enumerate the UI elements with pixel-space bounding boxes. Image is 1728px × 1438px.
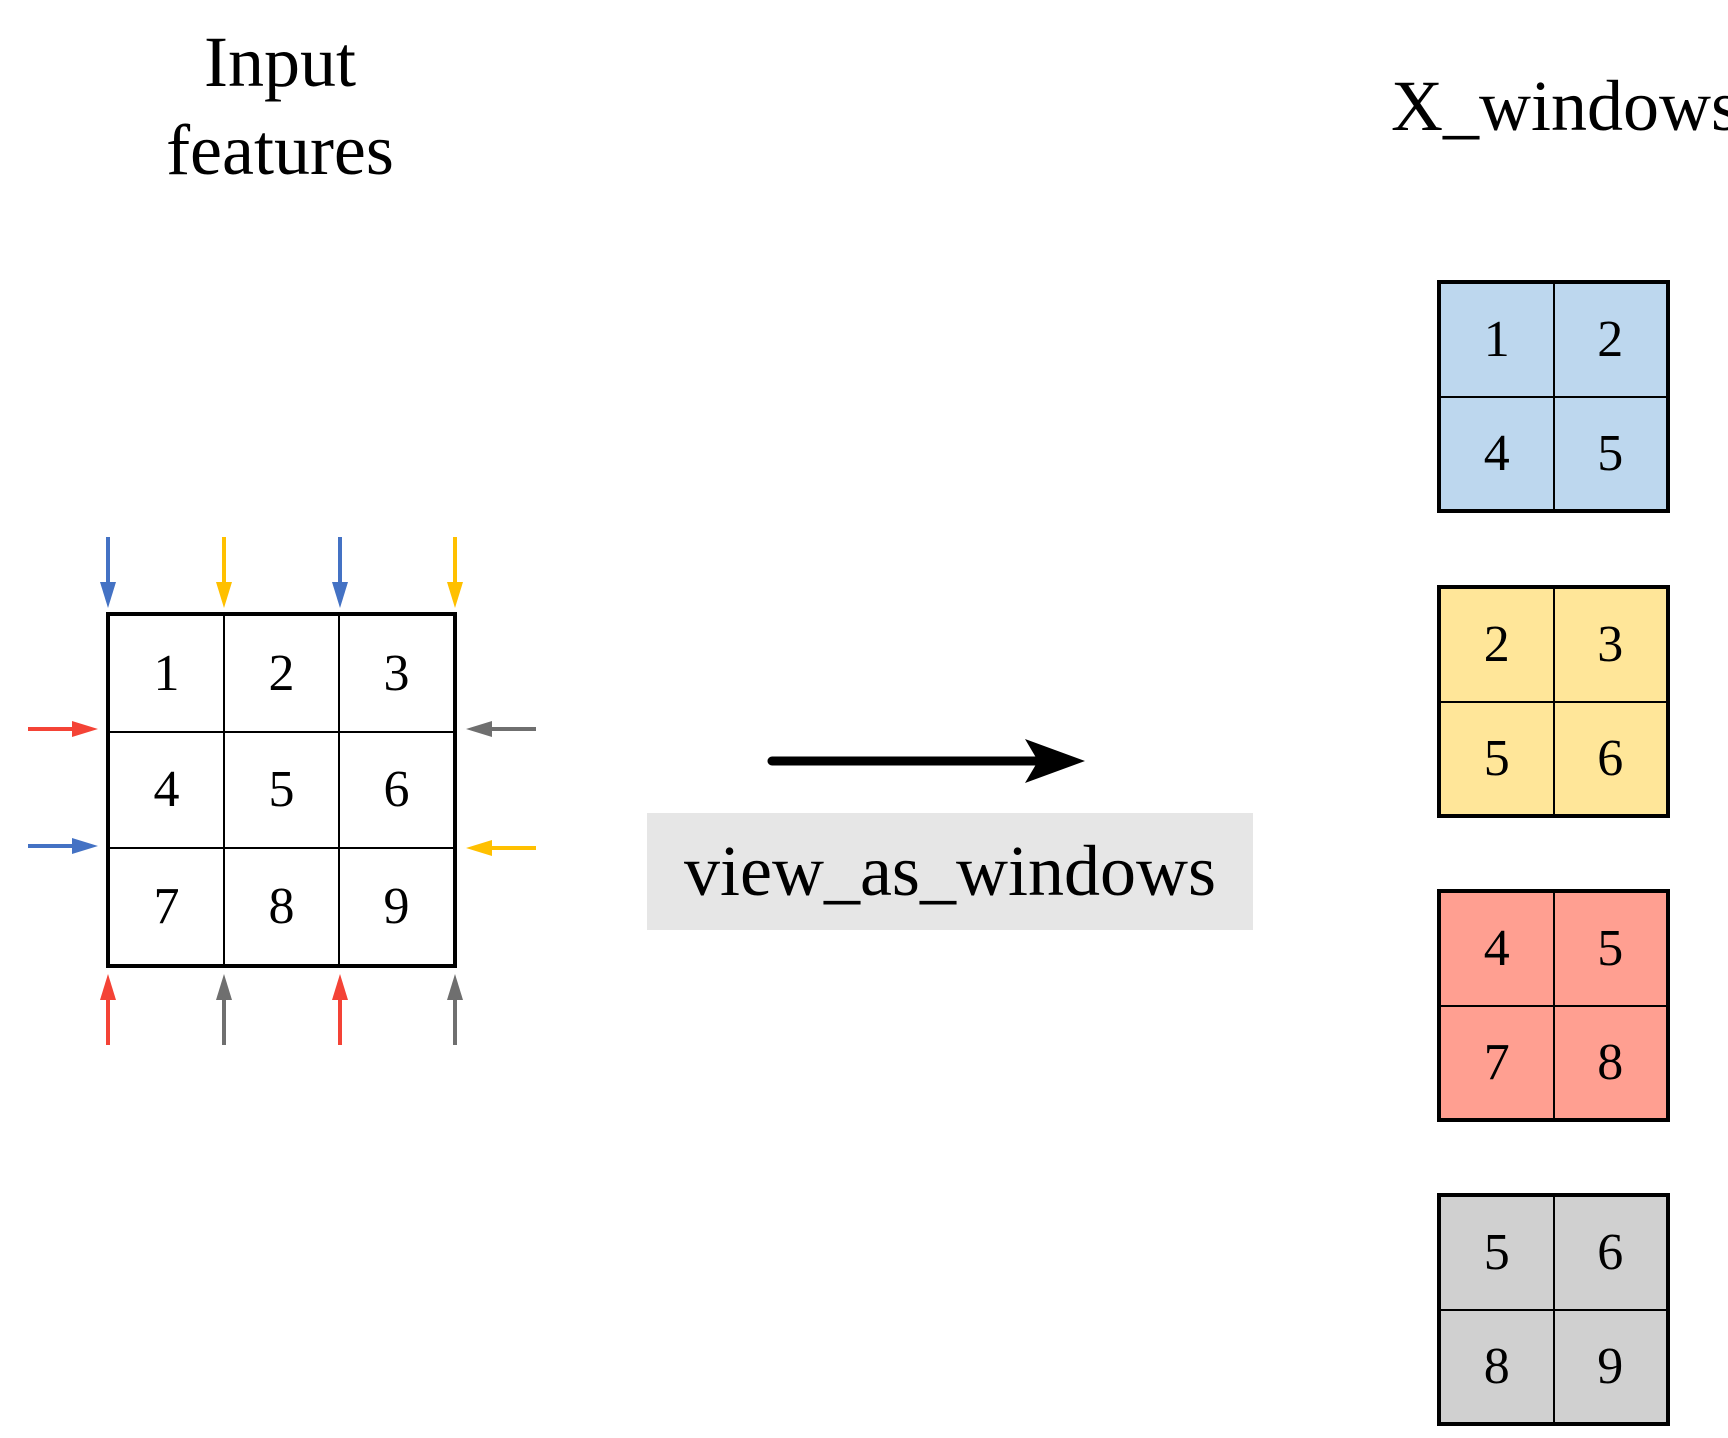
input-cell: 3 — [339, 615, 454, 732]
window-cell: 8 — [1553, 1005, 1667, 1119]
input-title-line2: features — [166, 110, 394, 190]
input-cell: 4 — [109, 731, 224, 849]
input-cell: 2 — [224, 615, 339, 732]
window-cell: 4 — [1440, 892, 1554, 1006]
input-features-title: Input features — [130, 18, 430, 194]
input-cell: 6 — [339, 731, 454, 849]
window-cell: 6 — [1553, 701, 1667, 815]
input-cell: 8 — [224, 848, 339, 965]
window-cell: 9 — [1553, 1309, 1667, 1423]
window-cell: 3 — [1553, 588, 1667, 702]
window-cell: 6 — [1553, 1196, 1667, 1310]
input-cell: 1 — [109, 615, 224, 732]
stride-arrow-bottom-1 — [100, 974, 116, 1045]
window-cell: 5 — [1440, 1196, 1554, 1310]
window-red: 4 5 7 8 — [1437, 889, 1670, 1122]
window-cell: 4 — [1440, 396, 1554, 510]
window-cell: 2 — [1553, 283, 1667, 397]
stride-arrow-left-1 — [28, 721, 98, 737]
stride-arrow-right-1 — [466, 721, 536, 737]
transform-arrow — [767, 739, 1085, 783]
input-cell: 7 — [109, 848, 224, 965]
window-cell: 1 — [1440, 283, 1554, 397]
window-yellow: 2 3 5 6 — [1437, 585, 1670, 818]
stride-arrow-bottom-4 — [447, 974, 463, 1045]
window-cell: 8 — [1440, 1309, 1554, 1423]
window-gray: 5 6 8 9 — [1437, 1193, 1670, 1426]
input-features-grid: 1 2 3 4 5 6 7 8 9 — [106, 612, 457, 968]
stride-arrow-right-2 — [466, 840, 536, 856]
window-cell: 7 — [1440, 1005, 1554, 1119]
view-as-windows-label: view_as_windows — [647, 813, 1253, 930]
stride-arrow-bottom-2 — [216, 974, 232, 1045]
input-cell: 9 — [339, 848, 454, 965]
window-cell: 5 — [1553, 396, 1667, 510]
x-windows-title: X_windows — [1390, 66, 1728, 146]
stride-arrow-top-4 — [447, 537, 463, 608]
stride-arrow-top-3 — [332, 537, 348, 608]
input-title-line1: Input — [204, 22, 356, 102]
stride-arrow-top-2 — [216, 537, 232, 608]
stride-arrow-left-2 — [28, 838, 98, 854]
window-cell: 5 — [1553, 892, 1667, 1006]
input-cell: 5 — [224, 731, 339, 849]
stride-arrow-top-1 — [100, 537, 116, 608]
stride-arrow-bottom-3 — [332, 974, 348, 1045]
window-cell: 5 — [1440, 701, 1554, 815]
window-cell: 2 — [1440, 588, 1554, 702]
window-blue: 1 2 4 5 — [1437, 280, 1670, 513]
